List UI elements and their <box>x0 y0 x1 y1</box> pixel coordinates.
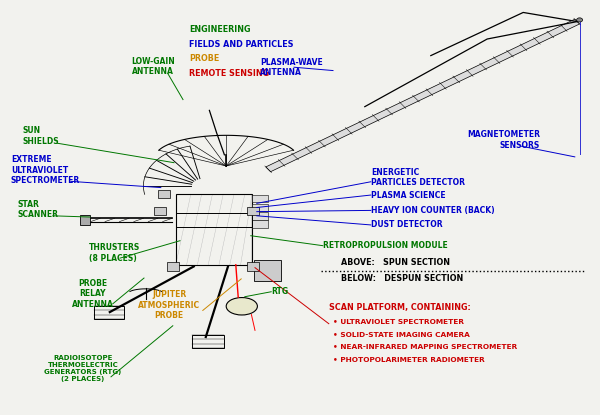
Text: • ULTRAVIOLET SPECTROMETER: • ULTRAVIOLET SPECTROMETER <box>333 320 464 325</box>
Text: MAGNETOMETER
SENSORS: MAGNETOMETER SENSORS <box>467 130 540 149</box>
Text: PROBE: PROBE <box>189 54 219 63</box>
Text: RADIOISOTOPE
THERMOELECTRIC
GENERATORS (RTG)
(2 PLACES): RADIOISOTOPE THERMOELECTRIC GENERATORS (… <box>44 355 121 382</box>
Polygon shape <box>167 262 179 271</box>
Text: SUN
SHIELDS: SUN SHIELDS <box>23 127 59 146</box>
Polygon shape <box>252 220 268 228</box>
Text: STAR
SCANNER: STAR SCANNER <box>18 200 59 219</box>
Text: ENERGETIC
PARTICLES DETECTOR: ENERGETIC PARTICLES DETECTOR <box>371 168 465 187</box>
Polygon shape <box>80 215 90 225</box>
Text: • PHOTOPOLARIMETER RADIOMETER: • PHOTOPOLARIMETER RADIOMETER <box>333 357 485 363</box>
Text: EXTREME
ULTRAVIOLET
SPECTROMETER: EXTREME ULTRAVIOLET SPECTROMETER <box>11 155 80 185</box>
Polygon shape <box>154 207 166 215</box>
Polygon shape <box>247 262 259 271</box>
Ellipse shape <box>226 298 257 315</box>
Text: ENGINEERING: ENGINEERING <box>189 24 251 34</box>
Text: PLASMA-WAVE
ANTENNA: PLASMA-WAVE ANTENNA <box>260 58 323 77</box>
Text: PLASMA SCIENCE: PLASMA SCIENCE <box>371 190 445 200</box>
Text: • SOLID-STATE IMAGING CAMERA: • SOLID-STATE IMAGING CAMERA <box>333 332 470 338</box>
Polygon shape <box>252 195 268 202</box>
Polygon shape <box>252 212 268 220</box>
Text: FIELDS AND PARTICLES: FIELDS AND PARTICLES <box>189 40 293 49</box>
Polygon shape <box>252 204 268 211</box>
Text: DUST DETECTOR: DUST DETECTOR <box>371 220 442 229</box>
Polygon shape <box>247 207 259 215</box>
Text: HEAVY ION COUNTER (BACK): HEAVY ION COUNTER (BACK) <box>371 206 494 215</box>
Polygon shape <box>158 190 170 198</box>
Text: LOW-GAIN
ANTENNA: LOW-GAIN ANTENNA <box>131 57 175 76</box>
Text: REMOTE SENSING: REMOTE SENSING <box>189 69 269 78</box>
Text: RETROPROPULSION MODULE: RETROPROPULSION MODULE <box>323 241 448 250</box>
Text: JUPITER
ATMOSPHERIC
PROBE: JUPITER ATMOSPHERIC PROBE <box>138 290 200 320</box>
Text: SCAN PLATFORM, CONTAINING:: SCAN PLATFORM, CONTAINING: <box>329 303 470 312</box>
Text: THRUSTERS
(8 PLACES): THRUSTERS (8 PLACES) <box>89 244 140 263</box>
Text: PROBE
RELAY
ANTENNA: PROBE RELAY ANTENNA <box>72 279 114 309</box>
Text: ABOVE:   SPUN SECTION: ABOVE: SPUN SECTION <box>341 258 450 267</box>
Polygon shape <box>266 19 580 172</box>
Text: • NEAR-INFRARED MAPPING SPECTROMETER: • NEAR-INFRARED MAPPING SPECTROMETER <box>333 344 517 350</box>
Polygon shape <box>254 260 281 281</box>
Text: RTG: RTG <box>271 287 289 296</box>
Text: BELOW:   DESPUN SECTION: BELOW: DESPUN SECTION <box>341 274 463 283</box>
Circle shape <box>577 18 583 22</box>
